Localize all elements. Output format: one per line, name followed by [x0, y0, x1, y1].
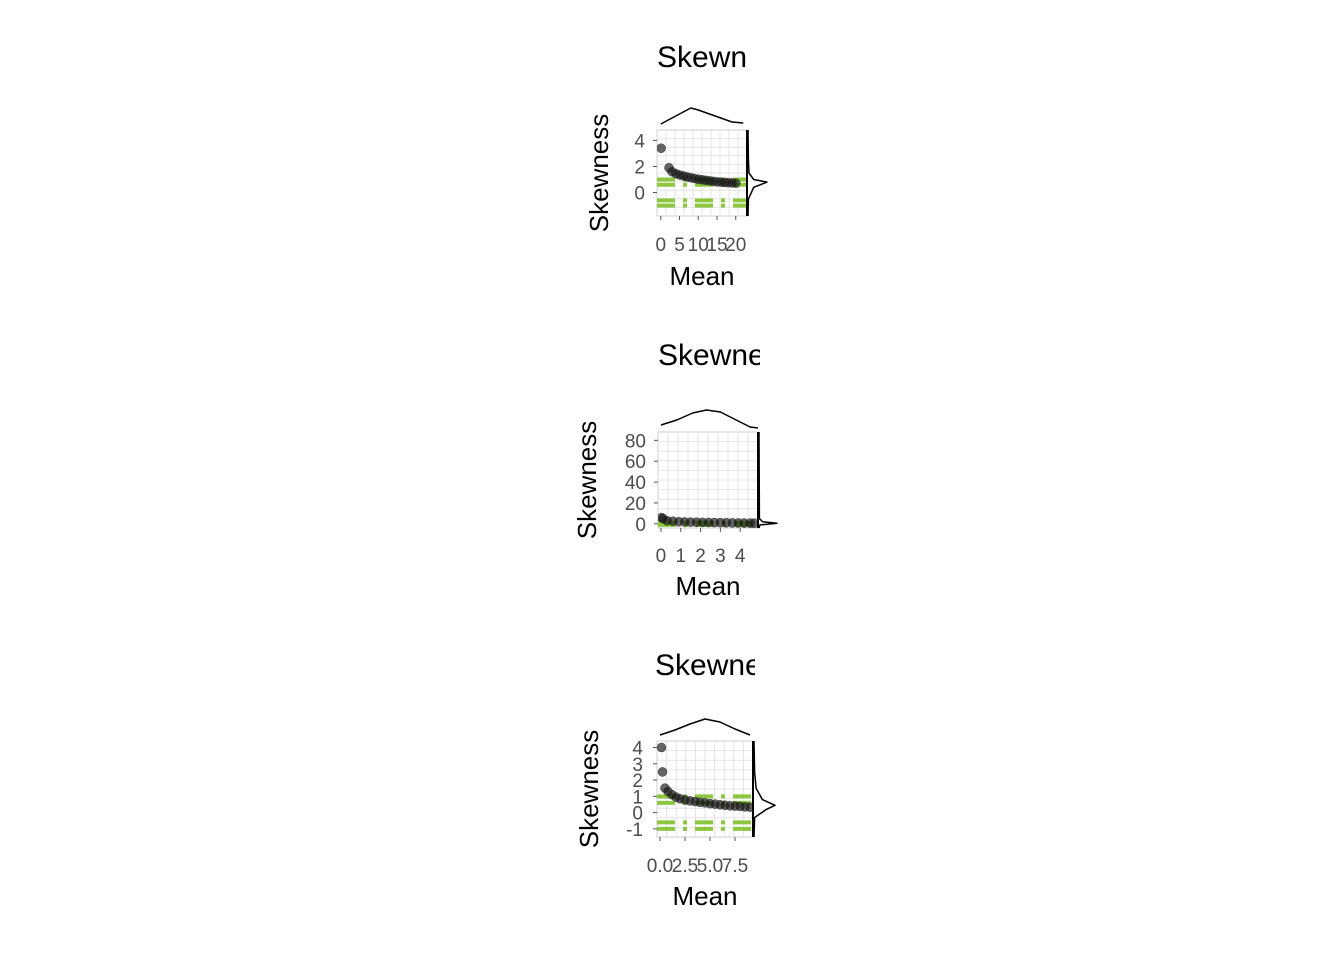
y-tick-label: 80 [625, 431, 646, 452]
y-tick-label: 0 [634, 184, 645, 205]
y-axis-label: Skewness [572, 421, 602, 540]
data-point [749, 518, 758, 528]
chart-title: Skewness [655, 649, 792, 682]
x-axis-label: Mean [675, 571, 740, 601]
marginal-y-density [747, 129, 768, 217]
scatter-points [658, 512, 758, 528]
x-axis-label: Mean [669, 261, 734, 291]
data-point [731, 178, 741, 188]
x-tick-label: 0.0 [647, 856, 673, 877]
y-tick-label: 60 [625, 452, 646, 473]
chart-title: Skewness [657, 41, 794, 74]
marginal-x-density [660, 107, 744, 125]
marginal-x-density [660, 409, 759, 429]
x-tick-label: 2.5 [672, 856, 698, 877]
y-tick-label: 4 [634, 131, 645, 152]
y-tick-label: 0 [635, 515, 646, 536]
data-point [657, 143, 666, 153]
x-tick-label: 5.0 [697, 856, 723, 877]
y-tick-label: 20 [625, 494, 646, 515]
marginal-y-density [753, 740, 776, 838]
y-tick-label: 2 [634, 157, 645, 178]
x-tick-label: 10 [688, 235, 709, 256]
y-tick-label: 3 [632, 755, 643, 776]
x-tick-label: 0 [655, 235, 666, 256]
x-tick-label: 4 [735, 546, 746, 567]
data-point [657, 742, 667, 753]
marginal-y-density [758, 431, 778, 529]
x-tick-label: 2 [695, 546, 706, 567]
chart-title: Skewness [658, 339, 795, 372]
y-tick-label: 40 [625, 473, 646, 494]
y-tick-label: 2 [632, 771, 643, 792]
y-tick-label: 0 [632, 804, 643, 825]
marginal-x-density [659, 718, 751, 736]
y-axis-label: Skewness [574, 730, 604, 849]
data-point [745, 802, 753, 812]
x-tick-label: 0 [656, 546, 667, 567]
x-tick-label: 1 [675, 546, 686, 567]
x-tick-label: 15 [706, 235, 727, 256]
y-tick-label: -1 [626, 820, 643, 841]
x-tick-label: 5 [674, 235, 685, 256]
scatter-points [657, 742, 753, 812]
x-axis-label: Mean [672, 881, 737, 911]
y-axis-label: Skewness [584, 114, 614, 233]
x-tick-label: 7.5 [722, 856, 748, 877]
scatter-points [657, 143, 741, 188]
y-tick-label: 4 [632, 739, 643, 760]
y-tick-label: 1 [632, 787, 643, 808]
grid-lines [658, 432, 758, 528]
x-tick-label: 20 [725, 235, 746, 256]
data-point [657, 767, 668, 777]
x-tick-label: 3 [715, 546, 726, 567]
